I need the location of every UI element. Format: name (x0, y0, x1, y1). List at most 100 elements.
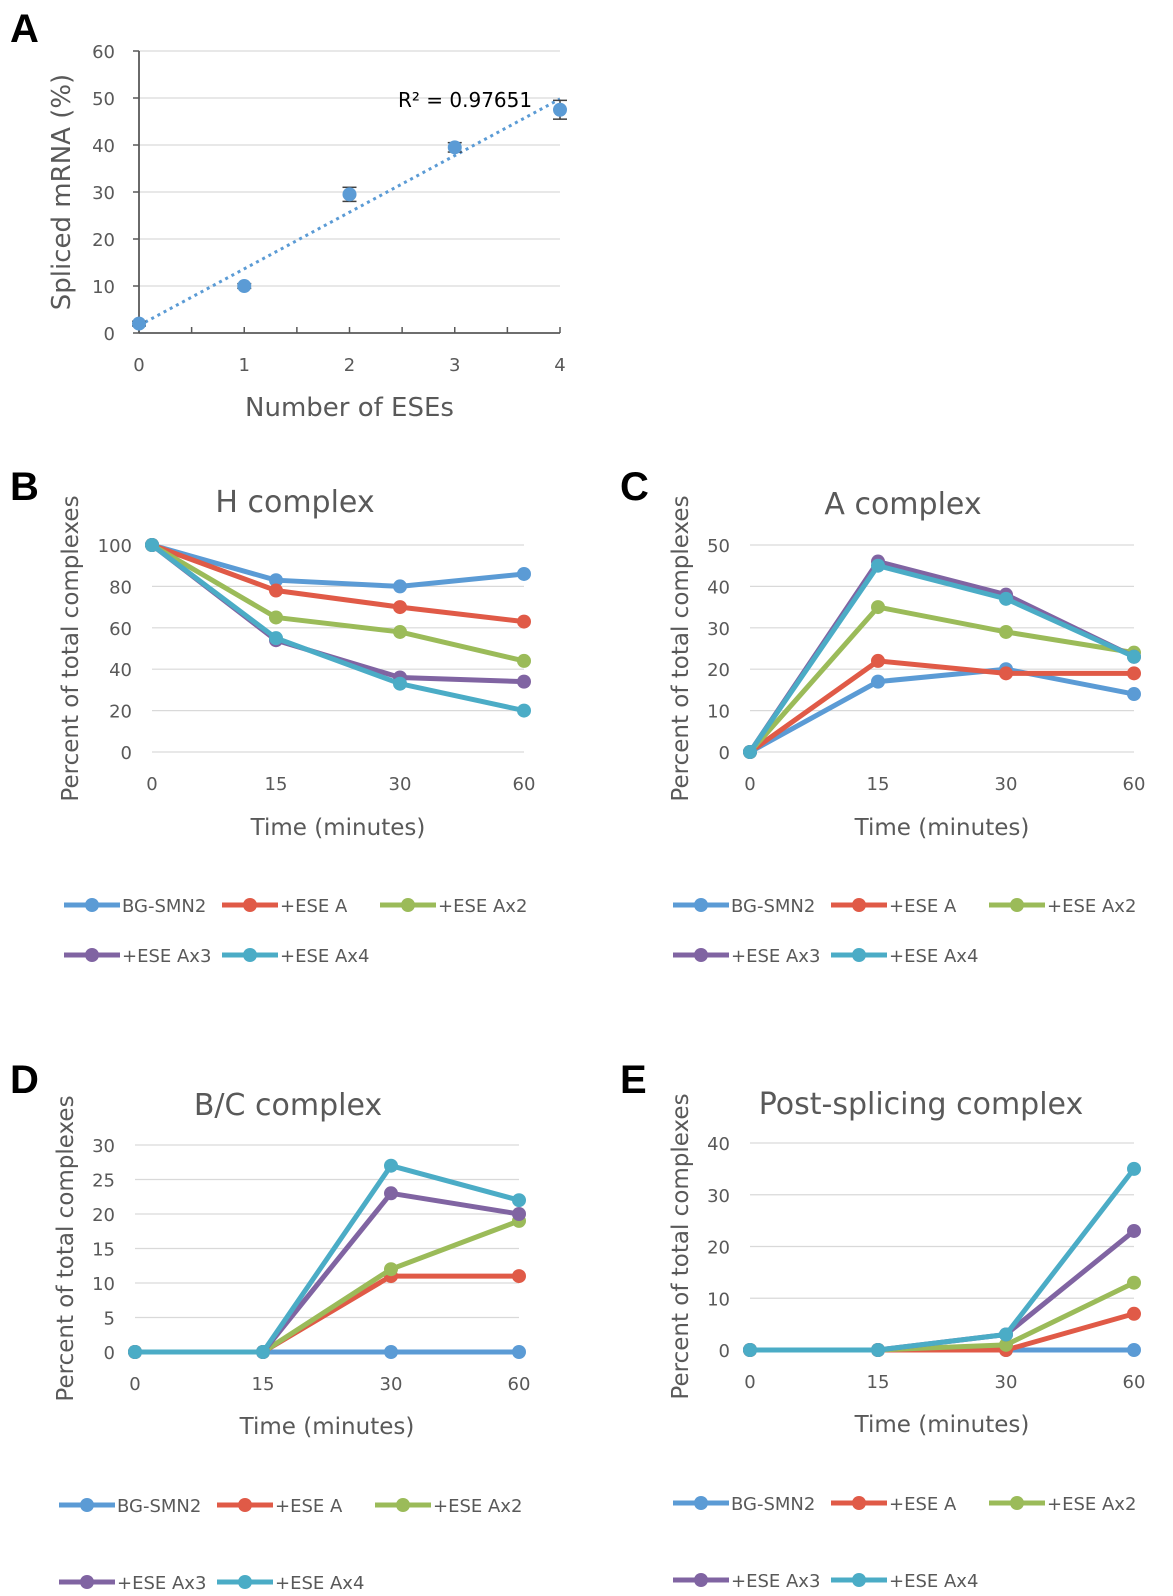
chart-title: B/C complex (194, 1088, 382, 1123)
series-line (748, 666, 1135, 755)
series-line (747, 563, 1136, 754)
y-tick-label: 30 (92, 1136, 115, 1157)
series-line (747, 559, 1136, 754)
legend-swatch-marker (238, 1575, 252, 1589)
data-point (999, 1337, 1013, 1352)
data-point (512, 1207, 526, 1221)
series-line (135, 1273, 519, 1355)
y-tick-label: 30 (92, 183, 115, 204)
chart-title: H complex (215, 485, 374, 520)
series-line (748, 604, 1135, 754)
legend-swatch-marker (852, 898, 866, 912)
y-tick-label: 100 (98, 536, 132, 557)
legend-swatch-marker (80, 1575, 94, 1589)
y-tick-label: 20 (109, 702, 132, 723)
data-point (871, 600, 885, 615)
legend-swatch-marker (1010, 1496, 1024, 1510)
y-tick-label: 20 (707, 1238, 730, 1259)
x-tick-label: 15 (867, 774, 890, 795)
y-tick-label: 60 (92, 42, 115, 63)
legend-label: +ESE A (889, 896, 957, 917)
y-tick-label: 40 (707, 1134, 730, 1155)
data-point (132, 316, 146, 331)
data-point (384, 1158, 398, 1173)
panel-letter-d: D (10, 1058, 39, 1102)
y-axis-title: Percent of total complexes (668, 495, 694, 801)
legend-swatch-marker (852, 1573, 866, 1587)
y-tick-label: 5 (104, 1309, 115, 1330)
data-point (871, 653, 885, 668)
data-point (743, 1343, 757, 1357)
legend-label: +ESE A (889, 1494, 957, 1515)
y-tick-label: 60 (109, 619, 132, 640)
data-point (384, 1345, 398, 1359)
y-tick-label: 20 (92, 230, 115, 251)
data-point (256, 1345, 270, 1359)
y-tick-label: 10 (92, 1274, 115, 1295)
y-tick-label: 0 (121, 743, 132, 764)
y-tick-label: 10 (92, 277, 115, 298)
legend-swatch-marker (852, 948, 866, 962)
legend-swatch-marker (396, 1498, 410, 1512)
x-tick-label: 0 (146, 774, 157, 795)
data-point (393, 579, 407, 594)
legend-label: BG-SMN2 (122, 896, 206, 917)
chart-title: A complex (824, 487, 981, 522)
legend-swatch-marker (694, 898, 708, 912)
legend-label: +ESE A (275, 1496, 343, 1517)
y-tick-label: 40 (707, 577, 730, 598)
data-point (517, 566, 531, 581)
legend-swatch-marker (80, 1498, 94, 1512)
y-tick-label: 50 (707, 536, 730, 557)
legend-label: +ESE Ax2 (438, 896, 527, 917)
legend-label: +ESE Ax2 (433, 1496, 522, 1517)
y-axis-title: Spliced mRNA (%) (47, 74, 77, 310)
chart-panel-e: 0 10 20 30 40 0 15 30 60 Post-splicing complex Tim… (668, 1087, 1145, 1592)
x-tick-label: 2 (344, 355, 355, 376)
x-tick-label: 15 (867, 1372, 890, 1393)
legend-swatch-marker (85, 898, 99, 912)
y-tick-label: 0 (719, 743, 730, 764)
x-tick-label: 4 (554, 355, 565, 376)
x-tick-label: 30 (995, 1372, 1018, 1393)
legend-label: +ESE Ax4 (889, 946, 978, 967)
x-tick-label: 30 (995, 774, 1018, 795)
data-point (743, 745, 757, 759)
legend-label: +ESE Ax2 (1047, 1494, 1136, 1515)
x-tick-label: 15 (252, 1374, 275, 1395)
x-axis-title: Time (minutes) (854, 815, 1030, 841)
data-point (553, 102, 567, 117)
panel-letter-c: C (620, 465, 649, 509)
y-tick-label: 30 (707, 1186, 730, 1207)
legend-swatch-marker (852, 1496, 866, 1510)
data-point (999, 591, 1013, 606)
series-line (748, 658, 1134, 755)
y-tick-label: 10 (707, 1289, 730, 1310)
legend-swatch-marker (401, 898, 415, 912)
data-point (269, 583, 283, 598)
legend-swatch-marker (243, 898, 257, 912)
series-line (135, 1218, 520, 1355)
legend-swatch-marker (243, 948, 257, 962)
data-point (393, 676, 407, 691)
data-point (237, 279, 252, 293)
x-axis-title: Time (minutes) (250, 815, 426, 841)
data-point (512, 1345, 526, 1359)
data-point (269, 573, 283, 588)
y-tick-label: 40 (109, 660, 132, 681)
x-tick-label: 0 (744, 1372, 755, 1393)
data-point (269, 610, 283, 625)
data-point (342, 187, 357, 202)
r-squared-label: R² = 0.97651 (398, 88, 532, 112)
x-tick-label: 3 (449, 355, 460, 376)
y-tick-label: 20 (92, 1205, 115, 1226)
series-line (750, 1167, 1136, 1353)
x-axis-title: Time (minutes) (239, 1414, 415, 1440)
y-axis-title: Percent of total complexes (668, 1093, 694, 1399)
y-tick-label: 15 (92, 1240, 115, 1261)
data-point (999, 666, 1013, 681)
data-point (517, 653, 531, 668)
legend-label: BG-SMN2 (117, 1496, 201, 1517)
y-axis-title: Percent of total complexes (58, 495, 84, 801)
data-point (128, 1345, 142, 1359)
